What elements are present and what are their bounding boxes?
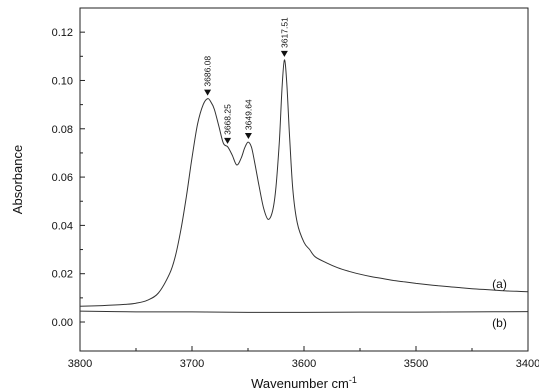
x-tick-label: 3800 xyxy=(68,358,92,370)
curve-labels: (a) (b) xyxy=(492,277,507,330)
axis-tick-labels: 3800 3700 3600 3500 3400 0.00 0.02 0.04 0.06 0.08… xyxy=(52,27,539,370)
peak-annotations: 3686.08 3668.25 3649.64 3617.51 xyxy=(203,17,289,144)
x-tick-label: 3600 xyxy=(292,358,316,370)
y-tick-label: 0.08 xyxy=(52,124,73,136)
curve-label: (b) xyxy=(492,316,507,330)
y-tick-label: 0.10 xyxy=(52,75,73,87)
x-axis-title-superscript: -1 xyxy=(349,375,357,385)
axis-ticks xyxy=(79,31,529,351)
plot-frame xyxy=(79,7,529,352)
peak-marker xyxy=(224,137,232,144)
series-line-a xyxy=(79,59,529,307)
y-tick-label: 0.04 xyxy=(52,220,73,232)
series-group xyxy=(79,59,529,313)
peak-label: 3686.08 xyxy=(203,56,213,87)
x-axis-title: Wavenumber cm-1 xyxy=(251,375,357,391)
peak-label: 3649.64 xyxy=(243,99,253,130)
y-axis-title: Absorbance xyxy=(10,145,25,214)
y-tick-label: 0.00 xyxy=(52,317,73,329)
y-tick-label: 0.02 xyxy=(52,269,73,281)
peak-marker xyxy=(244,133,252,140)
curve-label: (a) xyxy=(492,277,507,291)
y-tick-label: 0.12 xyxy=(52,27,73,39)
x-tick-label: 3700 xyxy=(180,358,204,370)
peak-marker xyxy=(204,89,212,96)
y-tick-label: 0.06 xyxy=(52,172,73,184)
peak-label: 3617.51 xyxy=(279,17,289,48)
x-tick-label: 3500 xyxy=(404,358,428,370)
peak-marker xyxy=(280,50,288,57)
x-tick-label: 3400 xyxy=(516,358,539,370)
series-line-b xyxy=(79,310,529,313)
x-axis-title-main: Wavenumber cm xyxy=(251,376,349,391)
peak-label: 3668.25 xyxy=(223,104,233,135)
